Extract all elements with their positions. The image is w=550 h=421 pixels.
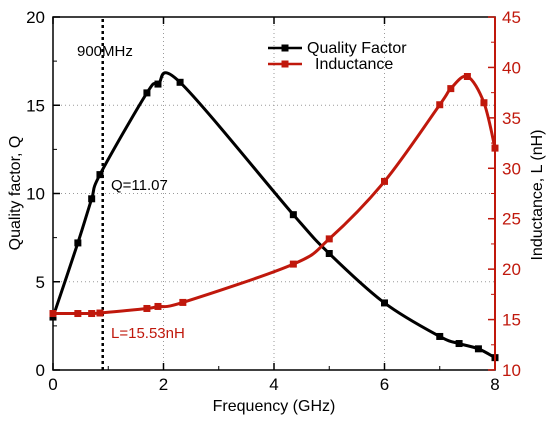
legend-q-label: Quality Factor [307,40,407,57]
data-point-inductance [325,235,333,243]
x-axis-title: Frequency (GHz) [213,398,336,415]
data-point-inductance [436,101,444,109]
series-line-quality-factor [51,71,496,359]
y-left-tick-label: 0 [36,361,45,380]
axis-layer: 0 2 4 6 8 0 5 10 15 20 10 15 20 25 30 35 40 45 [26,8,521,394]
legend: Quality Factor Inductance [268,40,407,73]
data-point-inductance [74,310,82,318]
data-point-quality-factor [325,250,333,258]
y-right-axis-title: Inductance, L (nH) [529,129,546,260]
y-right-tick-label: 40 [502,58,521,77]
q-value-label: Q=11.07 [111,177,168,194]
y-right-tick-label: 30 [502,159,521,178]
data-point-inductance [49,310,57,318]
data-point-inductance [96,309,104,317]
data-point-quality-factor [74,239,82,247]
data-point-quality-factor [96,171,104,179]
data-point-quality-factor [289,211,297,219]
y-left-tick-label: 5 [36,273,45,292]
data-point-quality-factor [143,89,151,97]
data-point-inductance [88,310,96,318]
data-point-inductance [143,304,151,312]
y-right-tick-label: 25 [502,210,521,229]
data-point-inductance [289,260,297,268]
y-right-tick-label: 10 [502,361,521,380]
legend-l-label: Inductance [315,56,393,73]
legend-l-marker [281,60,289,68]
y-right-tick-label: 15 [502,311,521,330]
y-right-tick-label: 45 [502,8,521,27]
data-point-quality-factor [474,345,482,353]
data-point-quality-factor [88,195,96,203]
data-point-quality-factor [455,340,463,348]
data-point-quality-factor [381,299,388,307]
data-point-quality-factor [176,78,184,86]
x-tick-label: 0 [48,375,57,394]
l-value-label: L=15.53nH [111,325,185,342]
y-right-tick-label: 20 [502,260,521,279]
y-left-axis-title: Quality factor, Q [7,136,24,251]
data-point-quality-factor [49,313,57,321]
data-point-quality-factor [436,332,444,340]
x-tick-label: 2 [159,375,168,394]
data-point-inductance [463,73,471,81]
y-right-tick-label: 35 [502,109,521,128]
data-point-quality-factor [154,80,162,88]
data-point-inductance [154,302,162,310]
y-left-tick-label: 10 [26,185,45,204]
y-left-tick-label: 20 [26,8,45,27]
marker-label: 900MHz [77,43,133,60]
data-point-inductance [381,177,388,185]
data-point-inductance [480,99,488,107]
y-left-tick-label: 15 [26,96,45,115]
x-tick-label: 8 [490,375,499,394]
data-point-inductance [447,85,455,93]
x-tick-label: 6 [380,375,389,394]
legend-q-marker [281,44,289,52]
data-point-inductance [179,298,187,306]
x-tick-label: 4 [269,375,278,394]
